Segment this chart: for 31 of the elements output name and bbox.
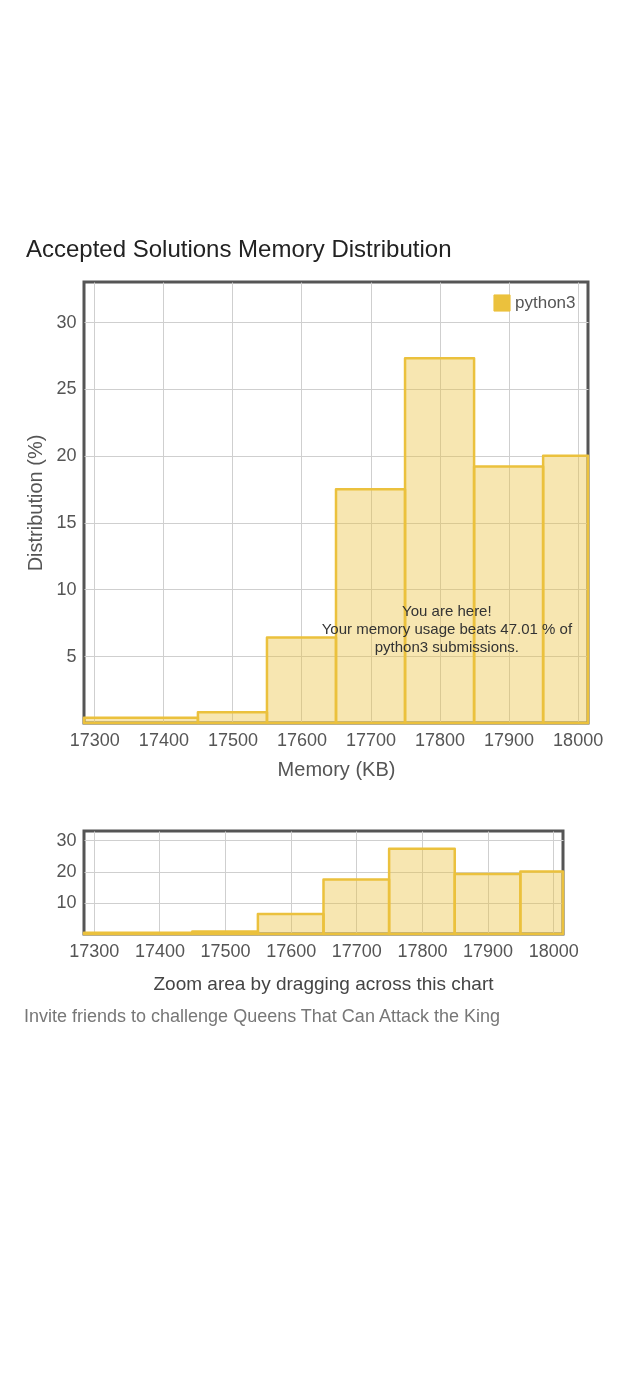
legend-label: python3 <box>515 293 576 312</box>
x-tick-label: 17300 <box>69 729 120 750</box>
y-tick-label: 15 <box>56 512 77 533</box>
y-tick-label: 10 <box>56 578 77 599</box>
x-tick-label: 17300 <box>69 940 120 961</box>
x-tick-label: 17800 <box>415 729 466 750</box>
x-tick-label: 18000 <box>528 940 579 961</box>
x-tick-label: 17700 <box>331 940 382 961</box>
x-tick-label: 18000 <box>553 729 604 750</box>
x-tick-label: 17500 <box>200 940 251 961</box>
y-tick-label: 25 <box>56 378 77 399</box>
y-tick-label: 20 <box>56 445 77 466</box>
y-tick-label: 10 <box>56 892 77 913</box>
x-tick-label: 17900 <box>463 940 514 961</box>
x-tick-label: 17900 <box>484 729 535 750</box>
y-tick-label: 30 <box>56 311 77 332</box>
x-tick-label: 17400 <box>138 729 189 750</box>
x-tick-label: 17400 <box>134 940 185 961</box>
x-tick-label: 17500 <box>207 729 258 750</box>
y-tick-label: 5 <box>66 645 77 666</box>
x-tick-label: 17600 <box>266 940 317 961</box>
y-axis-title: Distribution (%) <box>24 434 47 572</box>
text: Invite friends to challenge Queens That Can Attack the King <box>24 1006 500 1026</box>
x-tick-label: 17600 <box>276 729 328 750</box>
chart-title: Accepted Solutions Memory Distribution <box>25 235 452 262</box>
text: Zoom area by dragging across this chart <box>153 973 495 994</box>
y-tick-label: 30 <box>56 829 77 850</box>
x-tick-label: 17700 <box>345 729 397 750</box>
x-axis-title: Memory (KB) <box>277 757 396 780</box>
x-tick-label: 17800 <box>397 940 448 961</box>
y-tick-label: 20 <box>56 861 77 882</box>
